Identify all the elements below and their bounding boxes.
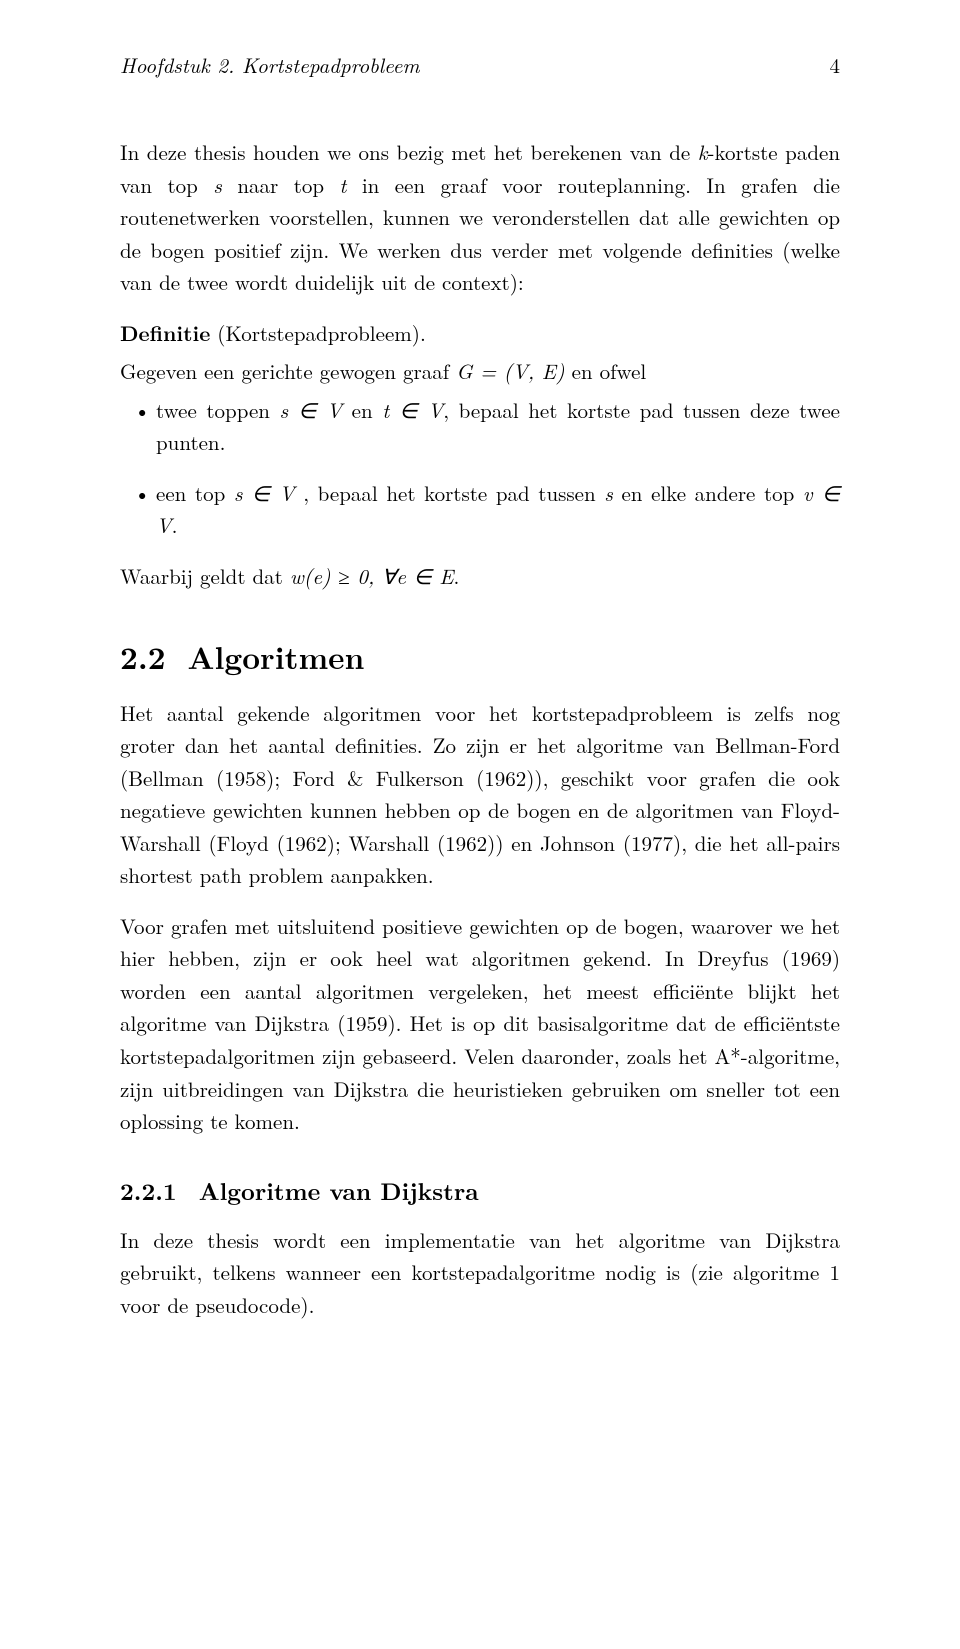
- given-text-a: Gegeven een gerichte gewogen graaf: [120, 356, 456, 386]
- subsection-heading: 2.2.1 Algoritme van Dijkstra: [120, 1174, 840, 1208]
- running-head: Hoofdstuk 2. Kortstepadprobleem 4: [120, 50, 840, 80]
- intro-text-c: naar top: [222, 170, 340, 200]
- given-math: G = (V, E): [456, 356, 564, 386]
- given-text-b: en ofwel: [565, 356, 647, 386]
- subsection-number: 2.2.1: [120, 1174, 177, 1208]
- subsection-p1: In deze thesis wordt een implementatie v…: [120, 1224, 840, 1322]
- b2-d: .: [172, 510, 178, 540]
- definition-bullets: twee toppen s ∈ V en t ∈ V , bepaal het k…: [120, 394, 840, 542]
- definition-paren: (Kortstepadprobleem).: [210, 318, 426, 348]
- section-number: 2.2: [120, 635, 166, 679]
- section-heading: 2.2 Algoritmen: [120, 635, 840, 679]
- b1-m2: t ∈ V: [382, 395, 443, 425]
- b2-m1: s ∈ V: [234, 478, 295, 508]
- b1-a: twee toppen: [156, 395, 280, 425]
- var-s: s: [213, 170, 222, 200]
- definition-given: Gegeven een gerichte gewogen graaf G = (…: [120, 355, 840, 388]
- cond-b: .: [454, 561, 460, 591]
- bullet-2: een top s ∈ V , bepaal het kortste pad t…: [120, 477, 840, 542]
- section-title: Algoritmen: [188, 635, 365, 679]
- b1-m1: s ∈ V: [280, 395, 343, 425]
- definition-label: Definitie: [120, 318, 210, 348]
- section-p2: Voor grafen met uitsluitend positieve ge…: [120, 910, 840, 1138]
- bullet-1: twee toppen s ∈ V en t ∈ V, bepaal het k…: [120, 394, 840, 459]
- b2-c: en elke andere top: [613, 478, 803, 508]
- running-head-left: Hoofdstuk 2. Kortstepadprobleem: [120, 50, 420, 80]
- cond-math: w(e) ≥ 0, ∀e ∈ E: [290, 561, 454, 591]
- section-p1: Het aantal gekende algoritmen voor het k…: [120, 697, 840, 892]
- definition-block: Definitie (Kortstepadprobleem). Gegeven …: [120, 317, 840, 593]
- b2-m2: s: [604, 478, 613, 508]
- page-number: 4: [830, 50, 841, 80]
- intro-paragraph: In deze thesis houden we ons bezig met h…: [120, 136, 840, 299]
- definition-head: Definitie (Kortstepadprobleem).: [120, 317, 840, 350]
- b2-a: een top: [156, 478, 234, 508]
- page: Hoofdstuk 2. Kortstepadprobleem 4 In dez…: [0, 0, 960, 1399]
- var-k: k: [698, 137, 708, 167]
- definition-condition: Waarbij geldt dat w(e) ≥ 0, ∀e ∈ E.: [120, 560, 840, 593]
- b1-b: en: [342, 395, 382, 425]
- subsection-title: Algoritme van Dijkstra: [199, 1174, 479, 1208]
- intro-text-a: In deze thesis houden we ons bezig met h…: [120, 137, 698, 167]
- cond-a: Waarbij geldt dat: [120, 561, 290, 591]
- b2-b: , bepaal het kortste pad tussen: [295, 478, 605, 508]
